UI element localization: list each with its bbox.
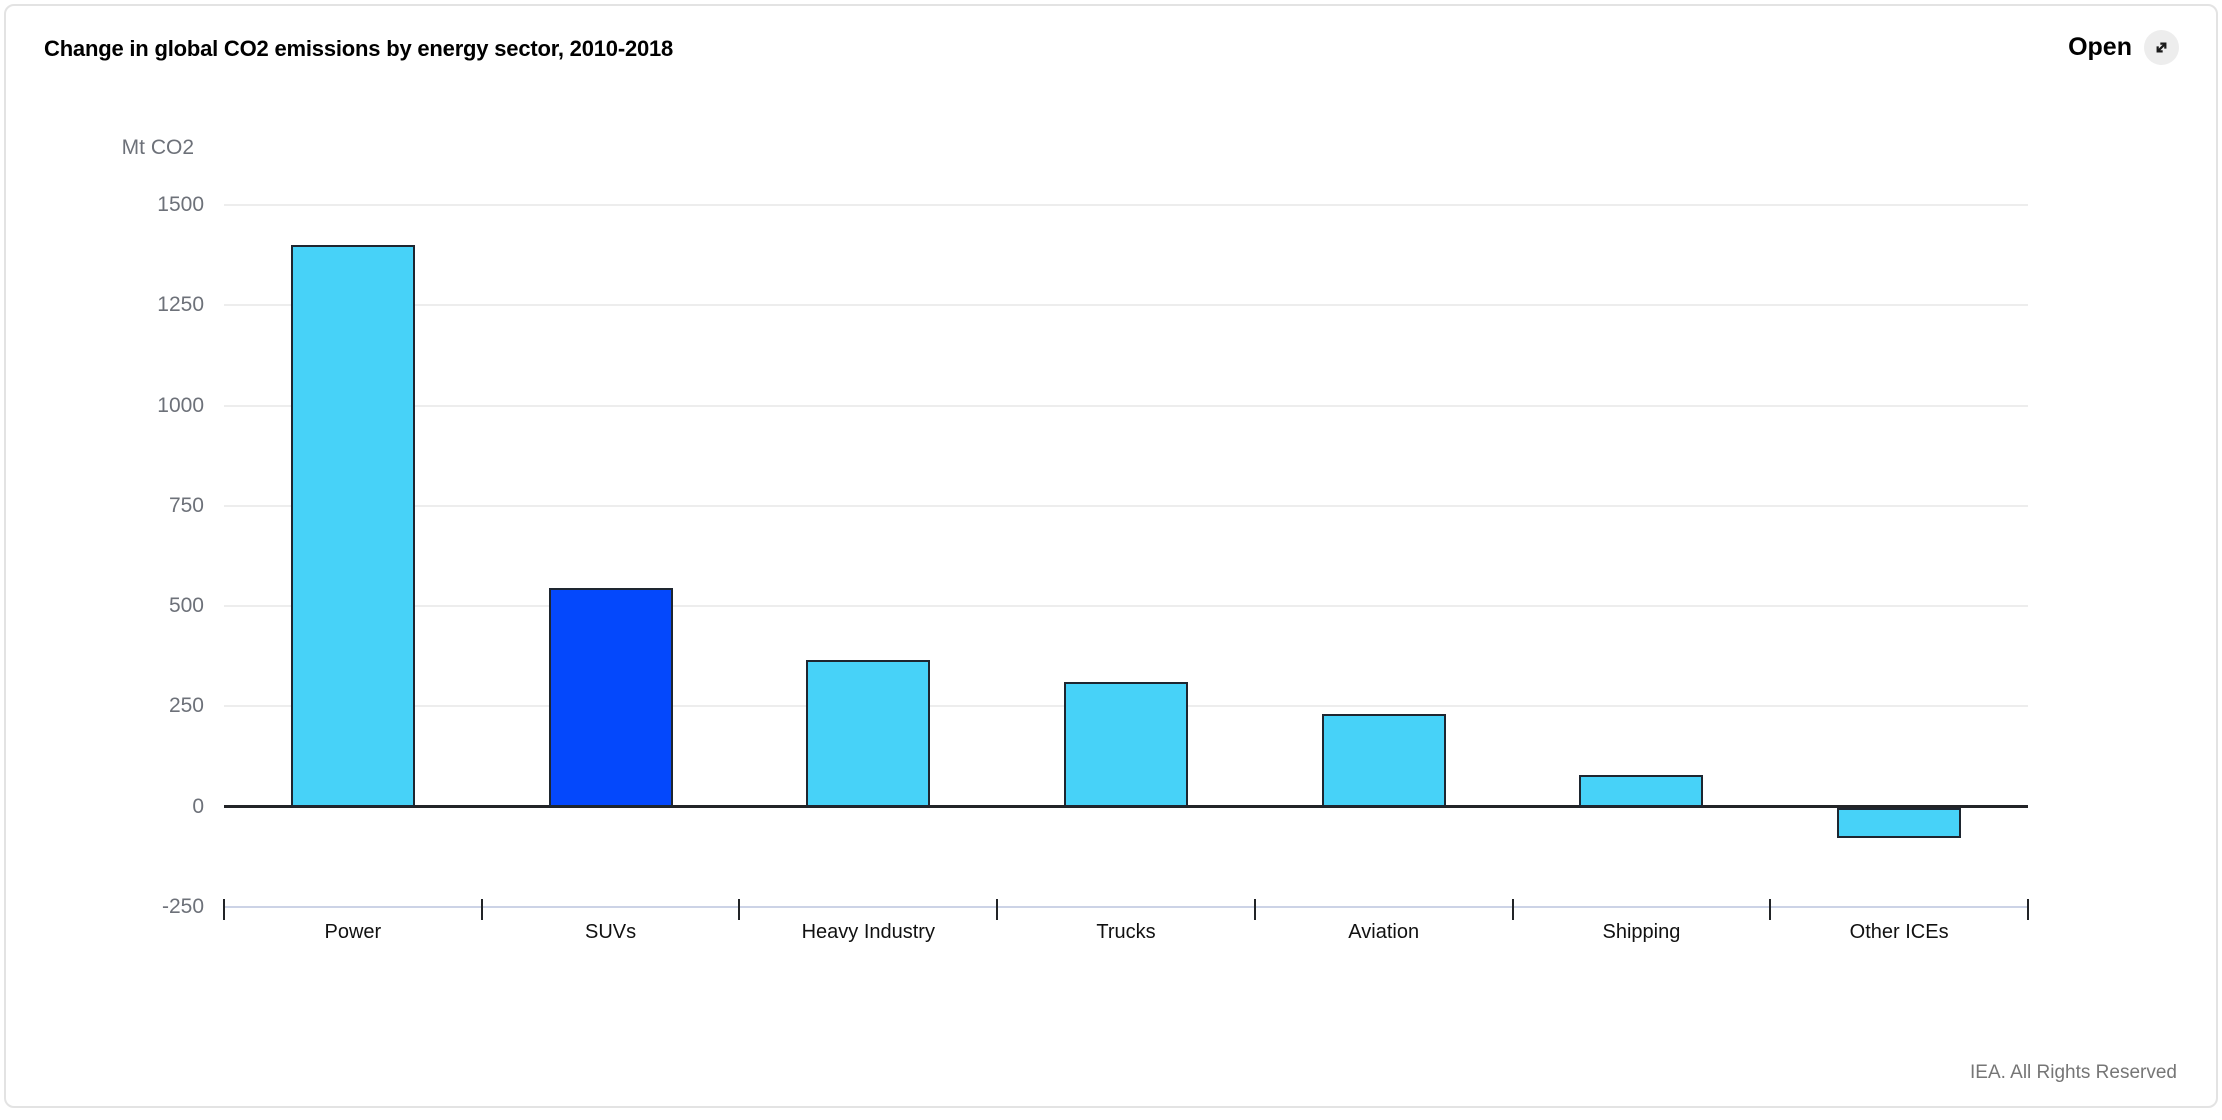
- bar-suvs[interactable]: [549, 588, 673, 807]
- x-axis-label-other-ices: Other ICEs: [1770, 921, 2028, 944]
- y-axis-tick-label: 750: [84, 494, 204, 518]
- x-axis-tick: [1769, 899, 1771, 920]
- x-axis-label-aviation: Aviation: [1255, 921, 1513, 944]
- x-axis-tick: [1254, 899, 1256, 920]
- x-axis-label-trucks: Trucks: [997, 921, 1255, 944]
- bar-other-ices[interactable]: [1837, 808, 1961, 838]
- x-axis-tick: [1512, 899, 1514, 920]
- x-axis-line: [224, 906, 2028, 908]
- bar-heavy-industry[interactable]: [806, 660, 930, 806]
- gridline: [224, 405, 2028, 407]
- x-axis-tick: [2027, 899, 2029, 920]
- y-axis-tick-label: 250: [84, 694, 204, 718]
- gridline: [224, 304, 2028, 306]
- x-axis-label-heavy-industry: Heavy Industry: [739, 921, 997, 944]
- bar-shipping[interactable]: [1579, 775, 1703, 807]
- y-axis-tick-label: 0: [84, 795, 204, 819]
- copyright-notice: IEA. All Rights Reserved: [1970, 1062, 2177, 1084]
- y-axis-tick-label: 1250: [84, 293, 204, 317]
- y-axis-tick-label: -250: [84, 895, 204, 919]
- x-axis-tick: [481, 899, 483, 920]
- x-axis-label-power: Power: [224, 921, 482, 944]
- x-axis-tick: [223, 899, 225, 920]
- y-axis-tick-label: 1500: [84, 193, 204, 217]
- x-axis-tick: [738, 899, 740, 920]
- y-axis-tick-label: 1000: [84, 394, 204, 418]
- y-axis-tick-label: 500: [84, 594, 204, 618]
- x-axis-label-shipping: Shipping: [1513, 921, 1771, 944]
- gridline: [224, 204, 2028, 206]
- chart-card: Change in global CO2 emissions by energy…: [4, 4, 2218, 1108]
- gridline: [224, 505, 2028, 507]
- bar-power[interactable]: [291, 245, 415, 807]
- x-axis-label-suvs: SUVs: [482, 921, 740, 944]
- bar-trucks[interactable]: [1064, 682, 1188, 806]
- gridline: [224, 605, 2028, 607]
- bar-aviation[interactable]: [1322, 714, 1446, 806]
- x-axis-tick: [996, 899, 998, 920]
